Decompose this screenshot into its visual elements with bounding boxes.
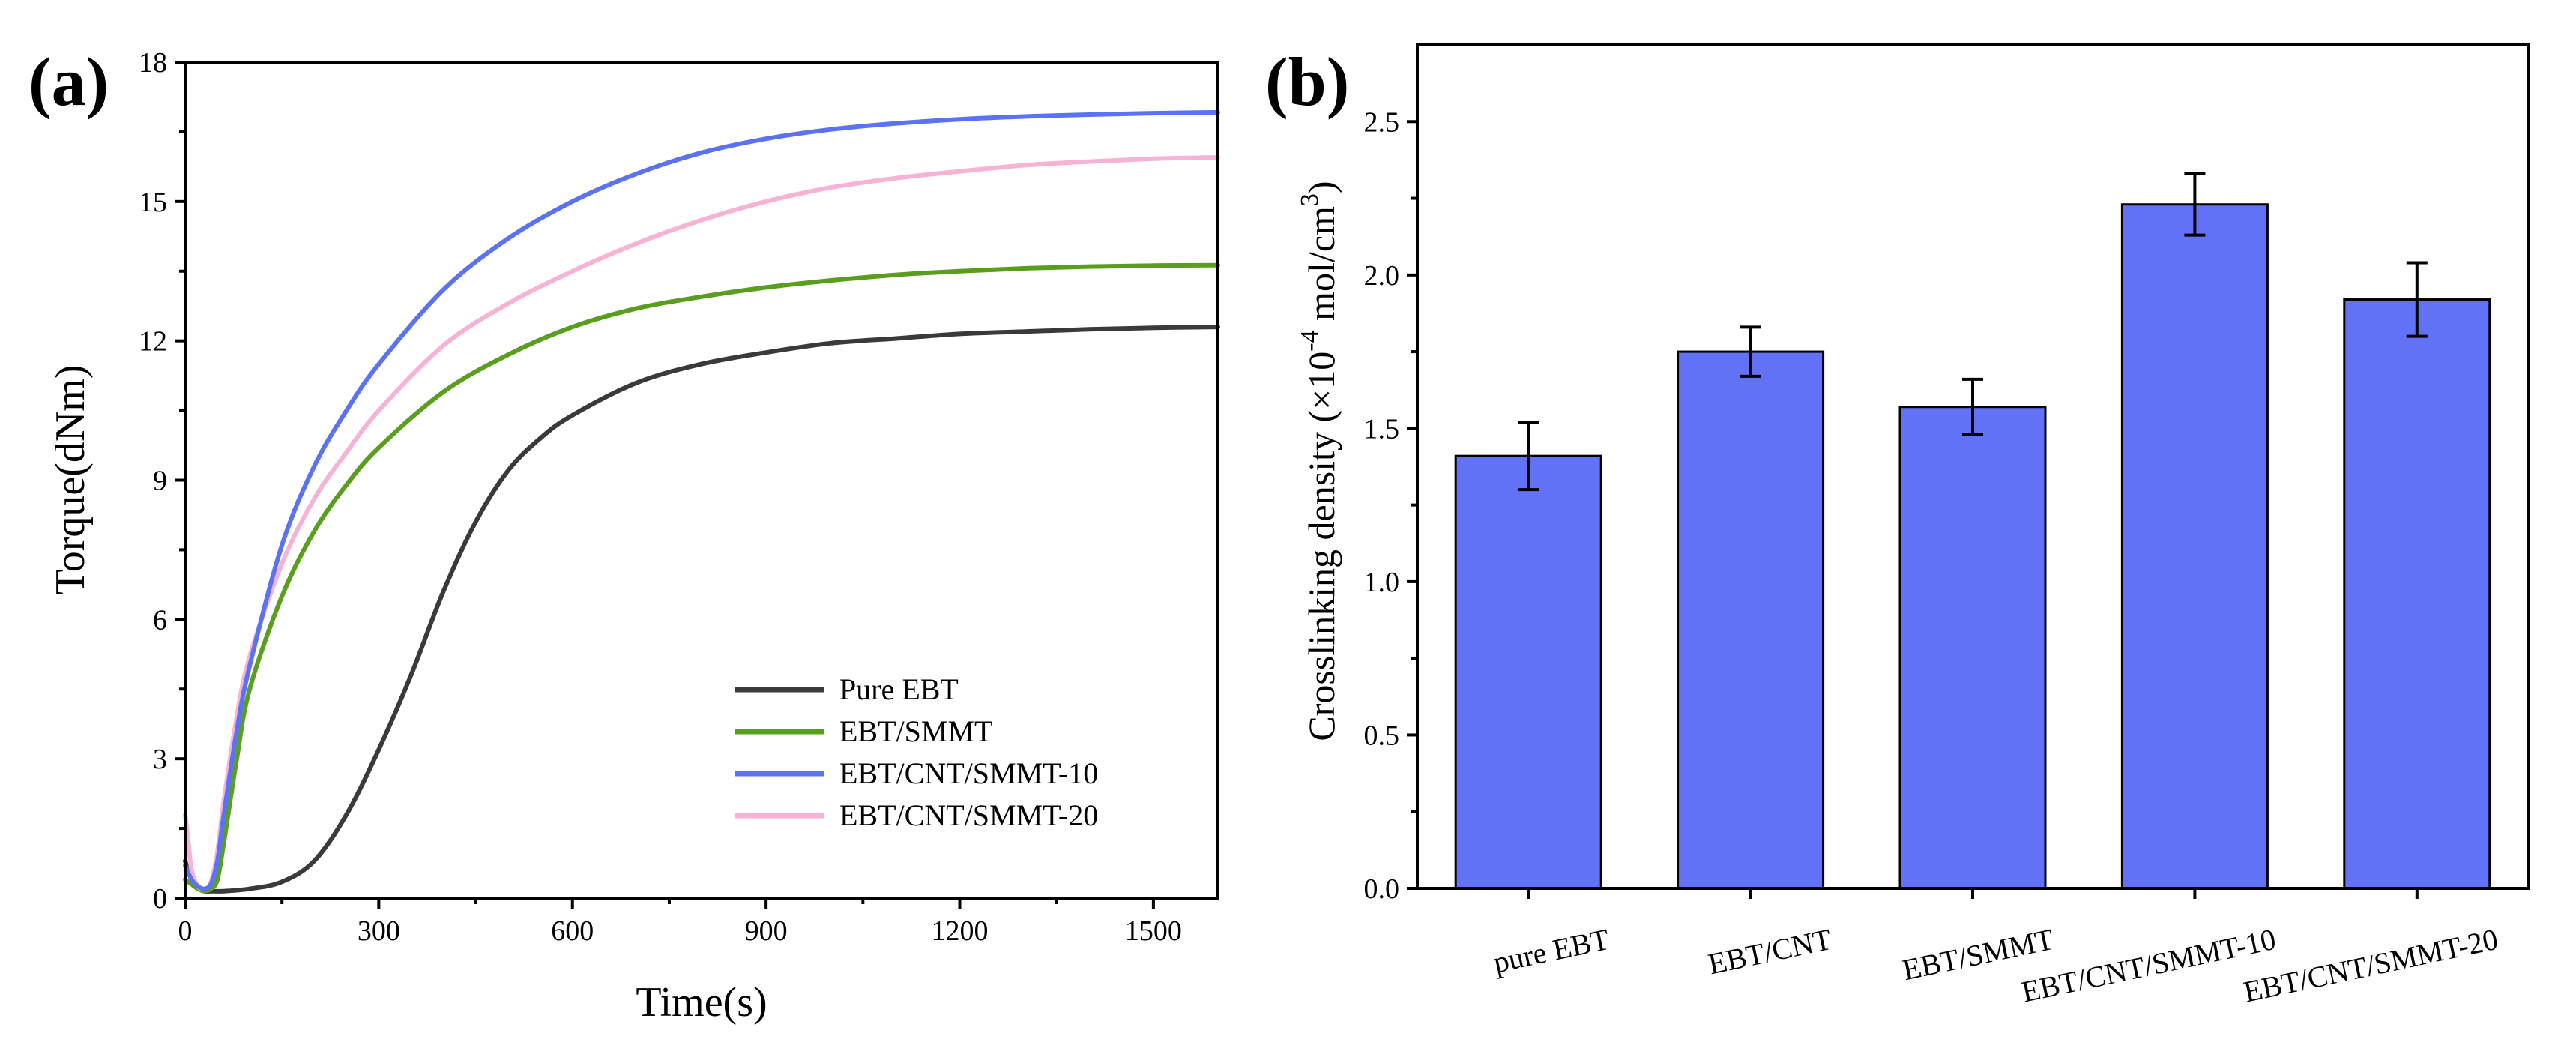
x-tick-label: 1200 [932,915,989,947]
category-label: EBT/CNT [1705,922,1834,981]
category-label: EBT/CNT/SMMT-20 [2241,922,2501,1009]
y-tick-label: 18 [139,47,167,79]
y-tick-label: 3 [153,744,167,775]
crosslinking-bars [1454,172,2491,890]
bar-ebt-smmt [1898,406,2047,890]
y-tick-label: 0.0 [1364,873,1400,905]
category-label: EBT/CNT/SMMT-10 [2018,922,2278,1009]
bar-ebt-cnt [1677,350,1825,890]
legend: Pure EBT EBT/SMMT EBT/CNT/SMMT-10 EBT/CNT/S… [735,672,1098,832]
category-label: pure EBT [1491,922,1613,980]
ylabel-end: ) [1300,181,1342,193]
torque-curves [183,109,1220,894]
y-axis-title: Torque(dNm) [47,364,94,594]
y-tick-label: 0.5 [1364,720,1400,751]
series-line-ebt-smmt [183,262,1220,894]
y-tick-label: 6 [153,604,167,636]
x-tick-label: 0 [178,915,193,947]
series-line-pure-ebt [183,325,1220,894]
y-tick-label: 9 [153,466,167,497]
y-axis-title-b: Crosslinking density (×10-4 mol/cm3) [1296,181,1342,741]
x-axis-title: Time(s) [636,979,767,1026]
y-tick-label: 1.5 [1364,413,1400,445]
y-tick-label: 0 [153,883,167,915]
panel-a-torque-chart: (a) 0 300 600 900 1200 1500 0 3 6 9 12 15 18 Time(s)… [28,43,1220,1026]
y-tick-label: 1.0 [1364,567,1400,598]
x-tick-label: 1500 [1125,915,1182,947]
legend-label: Pure EBT [839,672,959,706]
bar-ebt-cnt-smmt-20 [2343,298,2491,890]
y-tick-label: 15 [139,187,167,218]
panel-b-crosslinking-chart: (b) 0.0 0.5 1.0 1.5 2.0 2.5 pure EBT EBT/CNT EBT… [1265,43,2530,1009]
ylabel-sup: -4 [1296,330,1324,351]
panel-a-label: (a) [28,43,109,120]
ylabel-mid: mol/cm [1300,206,1342,330]
legend-label: EBT/CNT/SMMT-10 [839,756,1098,790]
panel-b-label: (b) [1265,43,1349,120]
x-tick-label: 300 [358,915,400,947]
x-tick-label: 600 [551,915,594,947]
series-line-ebt-cnt-smmt-10 [183,109,1220,891]
y-tick-label: 2.5 [1364,106,1400,138]
y-tick-label: 12 [139,326,167,358]
ylabel-sup2: 3 [1296,193,1324,206]
legend-label: EBT/SMMT [839,714,992,748]
bar-ebt-cnt-smmt-10 [2120,203,2269,890]
ylabel-main: Crosslinking density (×10 [1300,352,1342,741]
y-tick-label: 2.0 [1364,260,1400,292]
bar-pure-ebt [1454,454,1602,890]
x-tick-label: 900 [745,915,788,947]
legend-label: EBT/CNT/SMMT-20 [839,798,1098,832]
